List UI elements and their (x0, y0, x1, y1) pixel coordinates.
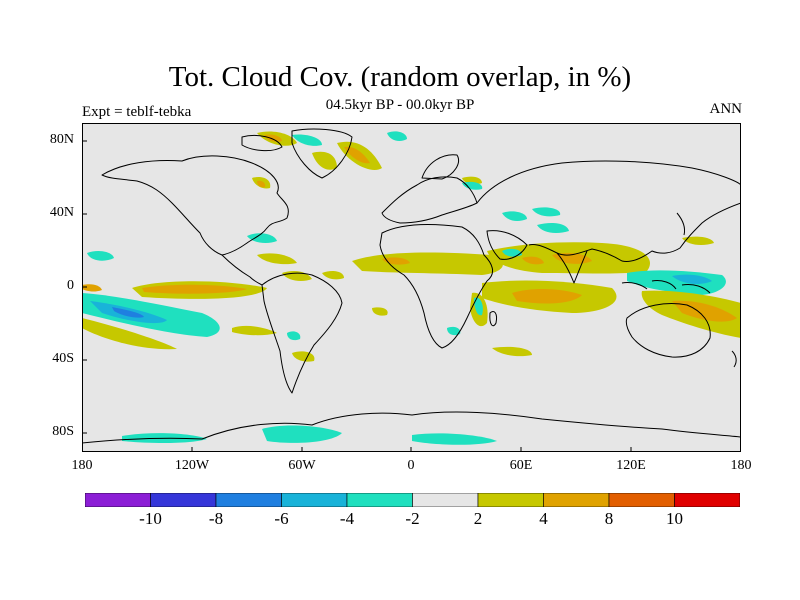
colorbar-swatch (608, 493, 675, 507)
y-tick-label: 40S (52, 351, 74, 366)
coastline-madagascar (489, 310, 497, 327)
coastline-indonesia (621, 280, 711, 294)
positive-anomaly-patch (552, 253, 592, 264)
figure-subtitle: 04.5kyr BP - 00.0kyr BP (325, 97, 475, 113)
positive-anomaly-patch (682, 236, 714, 246)
coastline-africa (379, 224, 494, 349)
negative-anomaly-patch (502, 248, 522, 257)
colorbar-swatch (150, 493, 217, 507)
negative-anomaly-patch (292, 134, 322, 146)
colorbar-swatch (346, 493, 413, 507)
colorbar-label: -6 (274, 509, 289, 528)
positive-anomaly-patch (372, 307, 388, 316)
positive-anomaly-patch (492, 346, 532, 357)
x-tick-label: 0 (407, 458, 415, 473)
negative-anomaly-patch (537, 223, 569, 233)
colorbar-swatch (85, 493, 151, 507)
positive-anomaly-patch (82, 284, 102, 292)
colorbar-swatch (281, 493, 348, 507)
coastline-australia (625, 303, 711, 358)
x-tick-label: 120E (616, 458, 646, 473)
positive-anomaly-patch (257, 253, 297, 265)
y-tick-label: 80S (52, 424, 74, 439)
positive-anomaly-patch (257, 180, 266, 188)
negative-anomaly-patch (387, 131, 407, 141)
negative-anomaly-patch (112, 307, 144, 318)
positive-anomaly-patch (264, 134, 282, 142)
x-tick-label: 180 (71, 458, 93, 473)
positive-anomaly-patch (82, 318, 177, 350)
negative-anomaly-patch (87, 250, 114, 261)
cloud-cover-map (82, 123, 741, 452)
coastline-new-zealand (731, 350, 737, 368)
colorbar-label: -10 (139, 509, 162, 528)
positive-anomaly-patch (312, 151, 337, 170)
positive-anomaly-patch (522, 256, 544, 265)
season-label: ANN (709, 101, 743, 117)
negative-anomaly-patch (672, 274, 712, 284)
y-tick-label: 80N (49, 132, 74, 147)
colorbar-swatch (674, 493, 740, 507)
coastline-greenland (291, 128, 353, 179)
coastline-scandinavia (421, 154, 459, 180)
x-tick-label: 60W (288, 458, 316, 473)
colorbar-label: 8 (604, 509, 614, 528)
positive-anomaly-patch (232, 325, 277, 336)
colorbar-label: 10 (666, 509, 683, 528)
x-tick-label: 60E (509, 458, 533, 473)
negative-anomaly-patch (462, 181, 483, 190)
negative-anomaly-patch (447, 326, 461, 336)
figure-title: Tot. Cloud Cov. (random overlap, in %) (168, 61, 632, 93)
coastline-north-america (101, 155, 289, 256)
negative-anomaly-patch (502, 211, 527, 221)
coastline-asia (476, 160, 741, 262)
coastline-japan (676, 212, 685, 236)
x-tick-label: 180 (730, 458, 752, 473)
coastline-india (556, 250, 588, 284)
coastlines (82, 128, 741, 444)
negative-anomaly-patch (262, 425, 342, 443)
colorbar-swatch (477, 493, 544, 507)
coastline-south-america (261, 272, 343, 394)
coastline-arctic-islands (241, 134, 283, 152)
colorbar-swatch (412, 493, 479, 507)
coastline-arabia (486, 230, 528, 260)
colorbar-label: -2 (405, 509, 420, 528)
positive-anomaly-patch (512, 289, 582, 304)
negative-anomaly-patch (532, 207, 561, 217)
anomaly-patches (82, 131, 741, 445)
coastline-central-america (221, 254, 263, 286)
negative-anomaly-patch (412, 433, 497, 445)
negative-anomaly-patch (287, 331, 301, 341)
negative-anomaly-patch (474, 297, 483, 316)
colorbar-swatch (543, 493, 610, 507)
colorbar-label: 4 (539, 509, 548, 528)
colorbar-label: 2 (473, 509, 483, 528)
negative-anomaly-patch (247, 233, 277, 244)
positive-anomaly-patch (142, 284, 247, 294)
coastline-antarctica (82, 411, 741, 444)
colorbar (85, 493, 740, 507)
positive-anomaly-patch (322, 270, 344, 280)
positive-anomaly-patch (344, 146, 370, 164)
colorbar-label: -8 (208, 509, 224, 528)
experiment-label: Expt = teblf-tebka (82, 104, 192, 120)
y-tick-label: 0 (67, 278, 74, 293)
colorbar-swatch (215, 493, 282, 507)
positive-anomaly-patch (352, 252, 503, 275)
colorbar-label: -4 (339, 509, 355, 528)
y-tick-label: 40N (49, 205, 74, 220)
map-ticks (82, 140, 632, 452)
x-tick-label: 120W (174, 458, 210, 473)
